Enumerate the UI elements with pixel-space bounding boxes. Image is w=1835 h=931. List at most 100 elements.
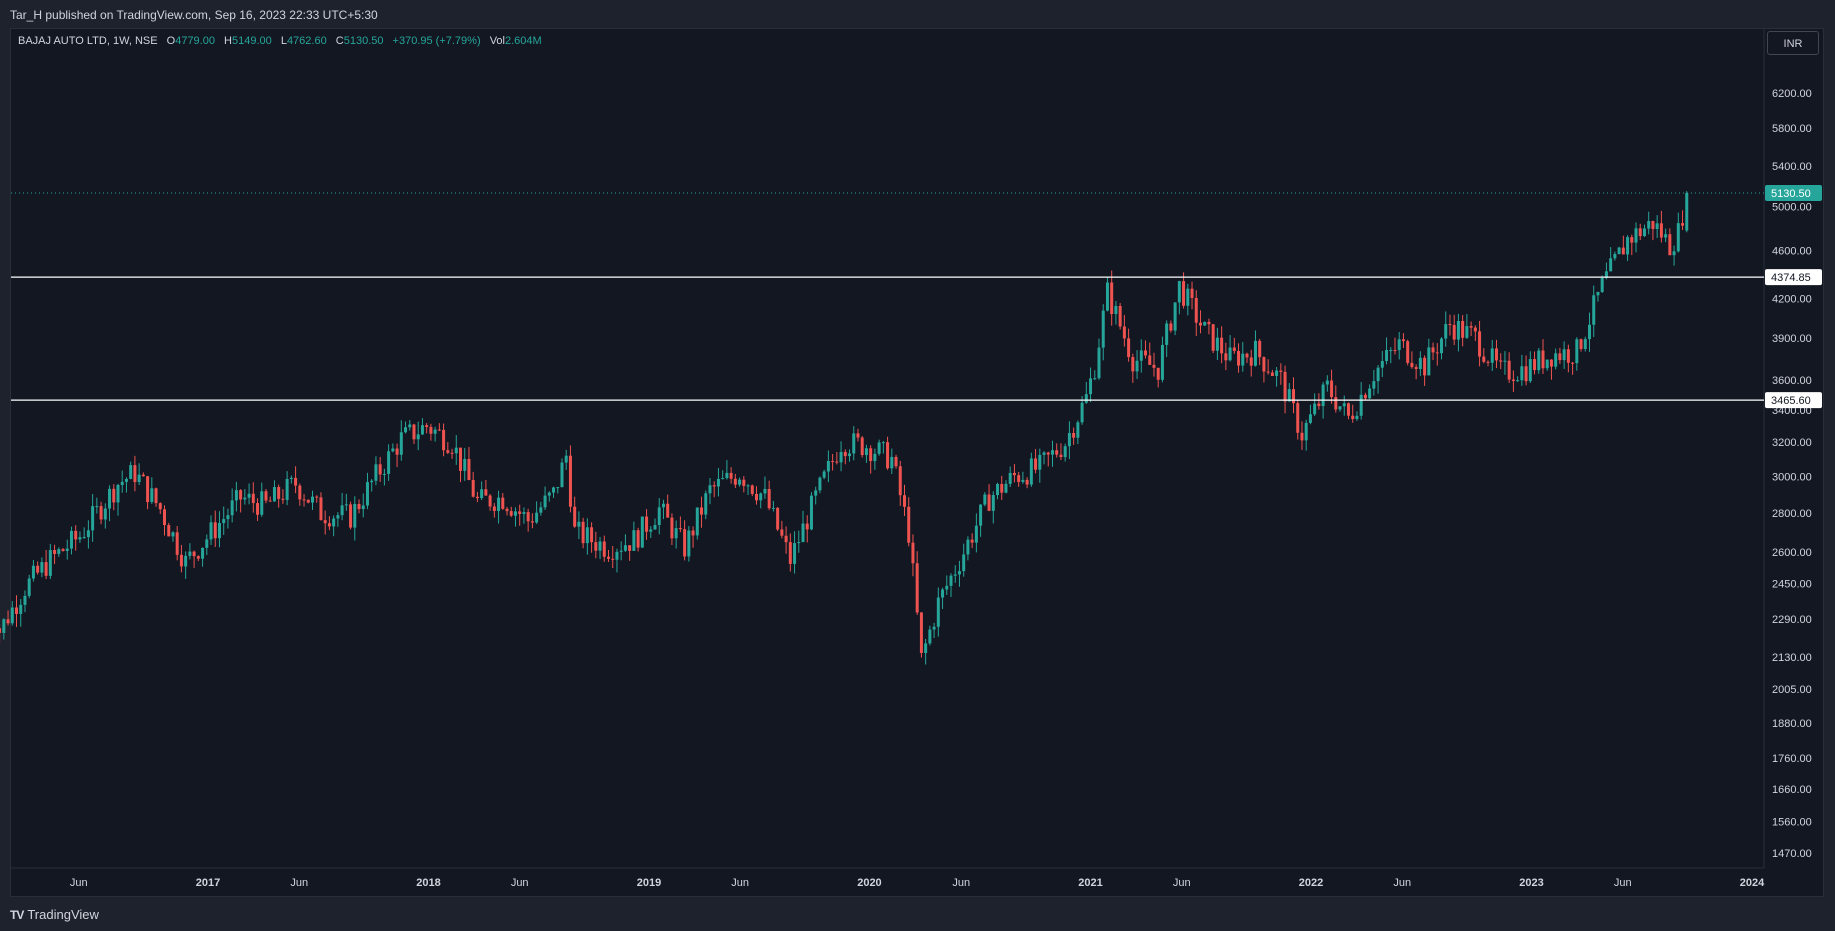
candle-body: [750, 485, 754, 494]
candle-body: [201, 547, 205, 559]
price-tick-label: 1470.00: [1772, 848, 1812, 860]
candle-body: [289, 477, 293, 479]
publisher-bar: Tar_H published on TradingView.com, Sep …: [0, 0, 1835, 28]
candle-body: [217, 523, 221, 539]
candle-body: [535, 512, 539, 523]
candle-body: [1507, 360, 1511, 380]
candle-body: [1499, 360, 1503, 362]
candle-body: [712, 485, 716, 487]
candle-body: [1325, 380, 1329, 385]
tradingview-brand[interactable]: TV TradingView: [10, 907, 99, 922]
candle-body: [226, 515, 230, 520]
candle-body: [374, 464, 378, 481]
candle-body: [188, 551, 192, 556]
candle-body: [459, 447, 463, 471]
candle-body: [378, 464, 382, 475]
candle-body: [1440, 338, 1444, 354]
candle-body: [1685, 192, 1689, 231]
candle-body: [1156, 367, 1160, 380]
candle-body: [163, 509, 167, 526]
candle-body: [1097, 347, 1101, 379]
candle-body: [902, 495, 906, 507]
candle-body: [754, 493, 758, 501]
candle-body: [78, 537, 82, 540]
chart-panel[interactable]: [10, 28, 1824, 897]
time-axis-label: Jun: [1393, 877, 1411, 889]
candle-body: [1287, 389, 1291, 402]
candle-body: [564, 455, 568, 463]
candle-body: [433, 429, 437, 434]
candle-body: [281, 498, 285, 500]
candle-body: [1626, 237, 1630, 255]
candle-body: [522, 512, 526, 514]
candle-body: [1245, 353, 1249, 358]
candle-body: [1270, 372, 1274, 376]
candle-body: [1067, 433, 1071, 447]
candle-body: [349, 504, 353, 528]
time-axis-label: 2019: [637, 877, 661, 889]
candle-body: [1520, 366, 1524, 381]
candle-body: [492, 506, 496, 511]
candle-body: [302, 499, 306, 501]
legend-close-value: 5130.50: [343, 35, 384, 47]
time-axis-label: 2020: [857, 877, 881, 889]
price-tick-label: 3900.00: [1772, 333, 1812, 345]
horizontal-line-price-tag: [1765, 392, 1822, 409]
legend-open-value: 4779.00: [175, 35, 215, 47]
candle-body: [129, 465, 133, 479]
candle-body: [1207, 321, 1211, 325]
candle-body: [1084, 394, 1088, 403]
time-axis-label: Jun: [70, 877, 88, 889]
candle-body: [1452, 324, 1456, 340]
candle-body: [767, 488, 771, 509]
candle-body: [1478, 331, 1482, 357]
candle-body: [171, 532, 175, 537]
candle-body: [1034, 458, 1038, 470]
candle-body: [1397, 339, 1401, 351]
candle-body: [1072, 433, 1076, 438]
candle-body: [1249, 357, 1253, 366]
candle-body: [733, 478, 737, 485]
legend-volume-value: 2.604M: [504, 35, 542, 47]
candle-body: [970, 539, 974, 543]
candle-body: [585, 527, 589, 544]
candle-body: [1401, 339, 1405, 342]
candle-body: [708, 485, 712, 494]
candle-body: [268, 500, 272, 502]
price-tick-label: 4200.00: [1772, 294, 1812, 306]
candle-body: [1355, 415, 1359, 420]
candle-body: [31, 565, 35, 579]
candle-body: [1114, 305, 1118, 315]
legend-symbol[interactable]: BAJAJ AUTO LTD, 1W, NSE: [18, 35, 158, 47]
candle-body: [991, 495, 995, 511]
candle-body: [1533, 359, 1537, 371]
candle-body: [1118, 305, 1122, 327]
candle-body: [924, 643, 928, 653]
candle-body: [763, 488, 767, 494]
candle-body: [788, 542, 792, 564]
candle-body: [1308, 414, 1312, 423]
candle-body: [133, 465, 137, 483]
candle-body: [1135, 360, 1139, 372]
candle-body: [1101, 310, 1105, 348]
candle-body: [831, 461, 835, 463]
candle-body: [243, 497, 247, 500]
candle-body: [530, 521, 534, 523]
time-axis-label: Jun: [952, 877, 970, 889]
candle-body: [404, 427, 408, 433]
candle-body: [1313, 403, 1317, 415]
candle-body: [898, 466, 902, 496]
candle-body: [1554, 353, 1558, 367]
currency-button[interactable]: INR: [1767, 31, 1819, 55]
candle-body: [1165, 323, 1169, 345]
candle-body: [327, 523, 331, 527]
candle-body: [1330, 380, 1334, 398]
price-tick-label: 5800.00: [1772, 123, 1812, 135]
candle-body: [560, 462, 564, 488]
candle-body: [446, 450, 450, 453]
legend-high-label: H: [224, 35, 232, 47]
candle-body: [277, 487, 281, 499]
time-axis-label: 2021: [1078, 877, 1102, 889]
candle-body: [323, 520, 327, 524]
